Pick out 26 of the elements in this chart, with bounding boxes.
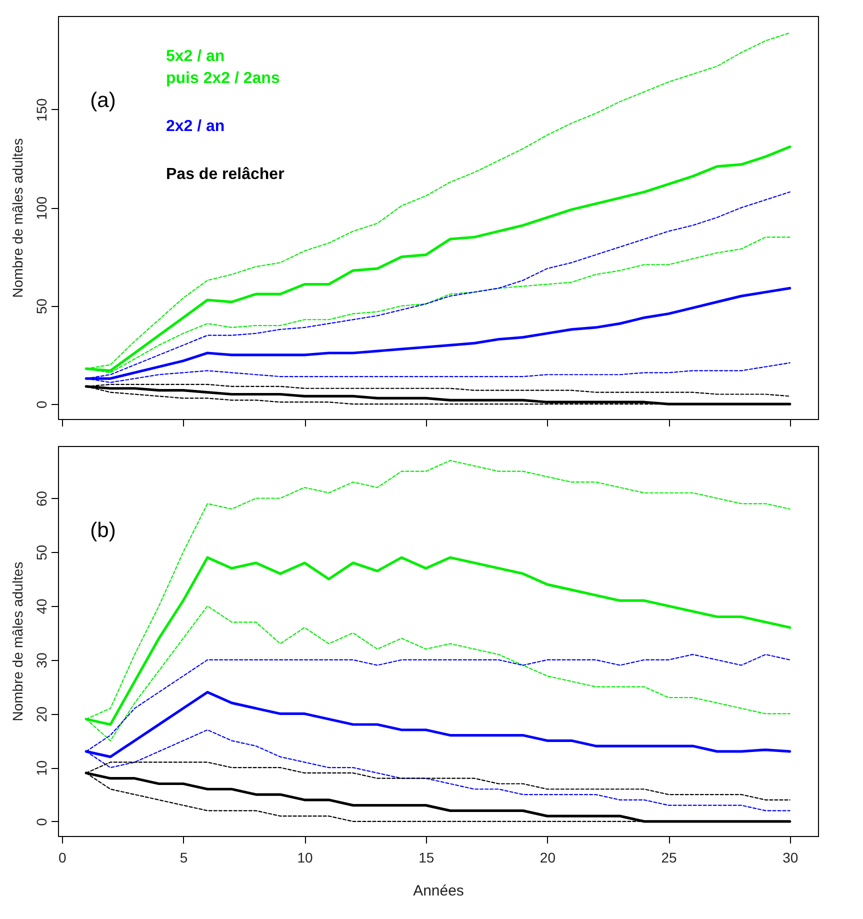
x-tick-label: 30 [782, 850, 798, 866]
y-tick-label: 60 [34, 490, 50, 507]
x-axis-title: Années [413, 882, 464, 900]
text: 5x2 / an puis 2x2 / 2ans [166, 48, 280, 87]
y-tick-label: 150 [34, 98, 50, 122]
x-tick-label: 0 [58, 850, 66, 866]
x-tick-label: 15 [418, 850, 434, 866]
annotation: (b) [90, 519, 116, 542]
y-tick-label: 0 [34, 818, 50, 826]
y-tick-label: 30 [34, 652, 50, 668]
x-tick-label: 20 [540, 850, 556, 866]
y-tick-label: 10 [34, 760, 50, 776]
annotation: (a) [90, 89, 116, 112]
y-tick-label: 50 [34, 298, 50, 314]
text: 2x2 / an [166, 118, 225, 135]
y-tick-label: 20 [34, 706, 50, 722]
x-tick-label: 5 [180, 850, 188, 866]
y-axis-title: Nombre de mâles adultes [10, 138, 26, 298]
y-tick-label: 100 [34, 196, 50, 220]
text: Pas de relâcher [166, 166, 284, 183]
x-tick-label: 10 [297, 850, 314, 866]
y-tick-label: 40 [34, 598, 50, 614]
y-tick-label: 0 [34, 400, 50, 408]
y-tick-label: 50 [34, 544, 50, 560]
x-tick-label: 25 [661, 850, 678, 866]
y-axis-title: Nombre de mâles adultes [10, 562, 26, 722]
